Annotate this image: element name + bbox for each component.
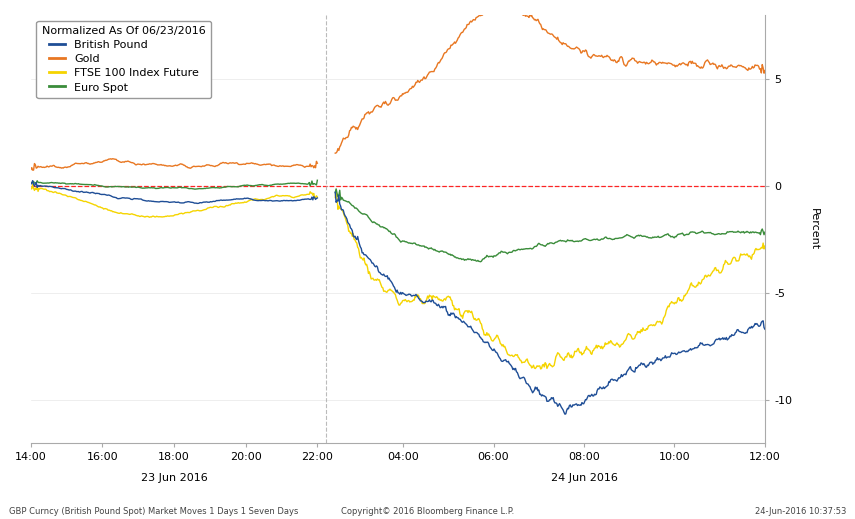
Legend: British Pound, Gold, FTSE 100 Index Future, Euro Spot: British Pound, Gold, FTSE 100 Index Futu… [37,21,211,98]
Text: Copyright© 2016 Bloomberg Finance L.P.: Copyright© 2016 Bloomberg Finance L.P. [341,508,514,516]
Text: GBP Curncy (British Pound Spot) Market Moves 1 Days 1 Seven Days: GBP Curncy (British Pound Spot) Market M… [9,508,298,516]
Text: 23 Jun 2016: 23 Jun 2016 [141,473,208,483]
Text: 24 Jun 2016: 24 Jun 2016 [551,473,617,483]
Text: 24-Jun-2016 10:37:53: 24-Jun-2016 10:37:53 [755,508,846,516]
Y-axis label: Percent: Percent [809,208,818,250]
